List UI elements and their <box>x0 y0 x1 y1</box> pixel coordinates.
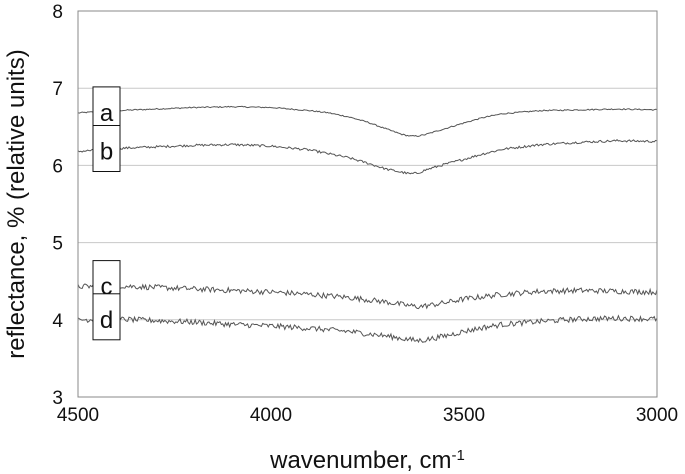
annotation-box <box>92 125 121 173</box>
annotation-label: d <box>100 307 113 334</box>
plot-frame <box>77 10 658 398</box>
annotation-b: b <box>92 125 121 173</box>
series-line-b <box>77 139 658 175</box>
x-tick-label: 3000 <box>636 405 678 426</box>
annotation-d: d <box>92 293 121 341</box>
y-tick-label: 7 <box>52 79 63 100</box>
series-lines <box>77 105 658 344</box>
tick-labels: 3 4 5 6 7 8 4500 4000 3500 3000 <box>52 2 678 426</box>
x-axis-label: wavenumber, cm-1 <box>269 447 465 474</box>
annotation-label: a <box>100 100 114 127</box>
x-tick-label: 3500 <box>443 405 485 426</box>
y-tick-label: 6 <box>52 156 63 177</box>
series-line-c <box>77 282 658 310</box>
y-axis-label: reflectance, % (relative units) <box>3 49 30 358</box>
gridlines <box>78 87 657 321</box>
annotation-box <box>92 293 121 341</box>
series-line-d <box>77 314 658 344</box>
y-tick-label: 4 <box>52 311 63 332</box>
y-tick-label: 5 <box>52 234 63 255</box>
y-tick-label: 8 <box>52 2 63 23</box>
x-tick-label: 4000 <box>250 405 292 426</box>
y-tick-label: 3 <box>52 388 63 409</box>
x-tick-label: 4500 <box>57 405 99 426</box>
series-line-a <box>77 105 658 137</box>
annotation-label: b <box>100 139 113 166</box>
